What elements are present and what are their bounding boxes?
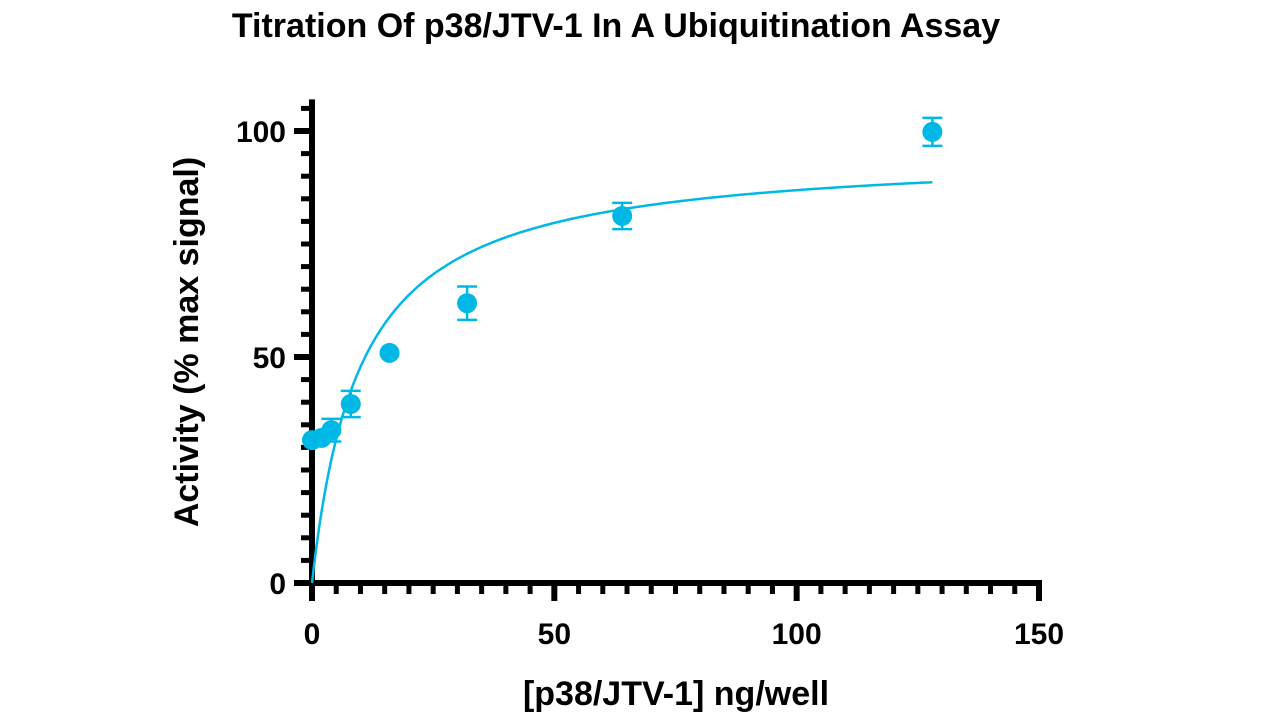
data-point-64 (612, 201, 633, 231)
data-marker (321, 420, 342, 441)
axes: 0 50 100 0 50 100 150 (236, 99, 1064, 651)
y-axis-label: Activity (% max signal) (168, 157, 206, 527)
x-tick-label: 0 (304, 618, 321, 651)
data-point-8 (340, 389, 361, 419)
x-tick-label: 100 (772, 618, 822, 651)
x-axis-label: [p38/JTV-1] ng/well (523, 675, 829, 713)
x-tick-label: 50 (538, 618, 571, 651)
fit-curve-group (310, 180, 933, 584)
data-marker (922, 121, 943, 142)
x-tick-label: 150 (1014, 618, 1064, 651)
y-tick-label: 50 (253, 342, 286, 375)
data-marker (379, 342, 400, 363)
data-marker (340, 394, 361, 415)
y-tick-label: 0 (269, 568, 286, 601)
data-points (302, 116, 943, 451)
fit-curve (310, 180, 933, 584)
chart-title: Titration Of p38/JTV-1 In A Ubiquitinati… (232, 7, 1000, 45)
data-point-128 (922, 116, 943, 148)
data-marker (612, 205, 633, 226)
data-point-4 (321, 417, 342, 443)
data-point-32 (457, 285, 478, 322)
y-tick-label: 100 (236, 116, 286, 149)
data-point-16 (379, 342, 400, 363)
data-marker (457, 293, 478, 314)
